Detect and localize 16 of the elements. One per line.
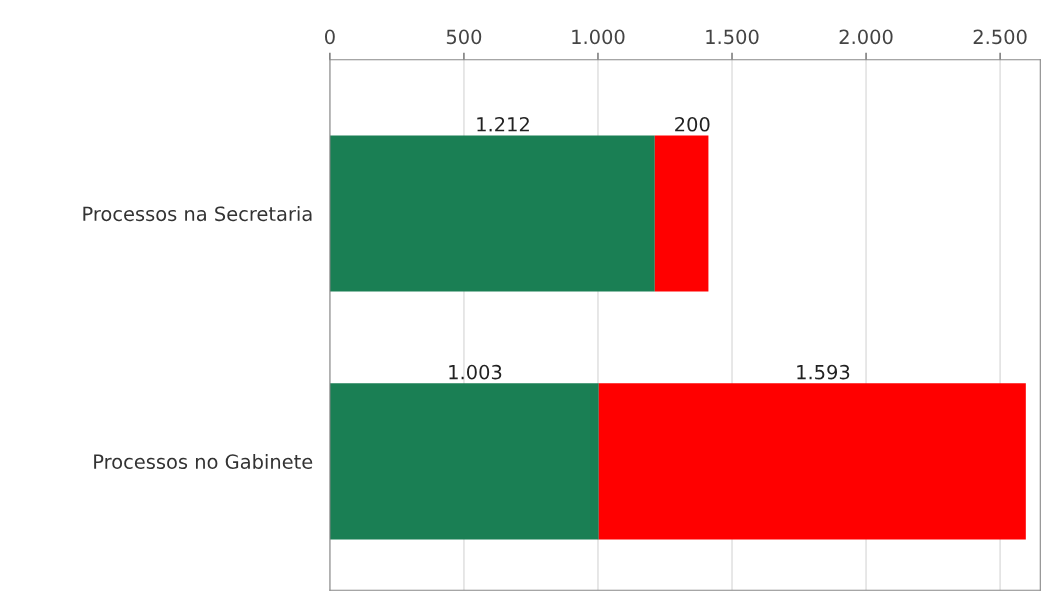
data-label: 1.003 — [449, 364, 502, 380]
bar — [329, 135, 655, 292]
x-tick-label: 2.000 — [839, 29, 893, 45]
data-label: 1.212 — [477, 116, 529, 132]
y-tick-label: Processos na Secretaria — [83, 206, 312, 222]
bar — [654, 135, 709, 292]
x-tick-label: 0 — [325, 29, 335, 45]
x-tick-label: 1.000 — [572, 29, 625, 45]
data-label: 200 — [675, 116, 710, 132]
x-tick-label: 2.500 — [973, 29, 1027, 45]
data-label: 1.593 — [797, 364, 850, 380]
x-tick-label: 1.500 — [706, 29, 759, 45]
x-tick-label: 500 — [446, 29, 482, 45]
bar — [329, 383, 599, 540]
y-tick-label: Processos no Gabinete — [94, 453, 313, 469]
bar — [598, 383, 1026, 540]
